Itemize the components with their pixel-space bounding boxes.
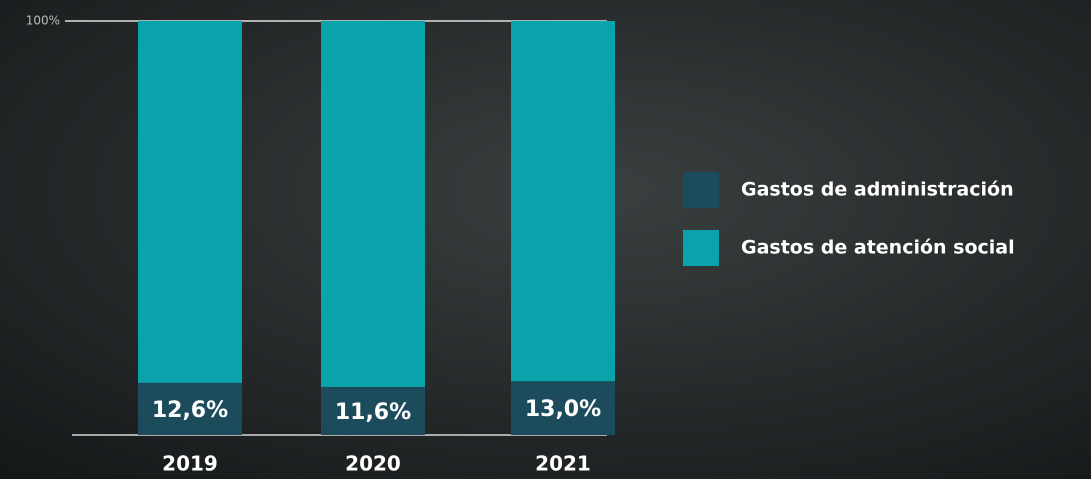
legend-label: Gastos de atención social [741,237,1015,259]
legend-label: Gastos de administración [741,179,1014,201]
x-tick-label: 2020 [345,452,401,476]
bar-segment [511,381,615,435]
x-tick-label: 2019 [162,452,218,476]
legend-swatch [683,230,719,266]
y-tick-label: 100% [26,14,60,28]
value-label: 13,0% [525,397,601,422]
bar-segment [138,382,242,435]
bar-segment [321,386,425,435]
value-label: 12,6% [152,398,228,423]
bar-segment [138,21,242,383]
bar-segment [511,21,615,382]
bar-segment [321,21,425,387]
x-tick-label: 2021 [535,452,591,476]
value-label: 11,6% [335,400,411,425]
legend-swatch [683,172,719,208]
